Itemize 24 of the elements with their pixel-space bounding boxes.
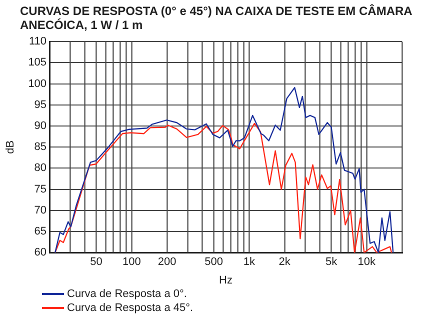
y-axis-title: dB xyxy=(4,140,17,154)
y-tick-label: 100 xyxy=(28,78,47,90)
chart-title: CURVAS DE RESPOSTA (0° e 45°) NA CAIXA DE TESTE EM CÂMARA ANECÓICA, 1 W / 1 m xyxy=(20,4,413,32)
y-tick-label: 75 xyxy=(34,183,47,196)
y-tick-label: 90 xyxy=(34,120,47,132)
y-tick-label: 85 xyxy=(34,141,47,154)
y-tick-label: 65 xyxy=(34,226,47,238)
x-tick-label: 10k xyxy=(358,256,376,268)
x-tick-label: 200 xyxy=(158,256,176,268)
x-tick-label: 50 xyxy=(90,256,102,268)
y-tick-label: 80 xyxy=(34,162,47,174)
legend-label: Curva de Resposta a 45°. xyxy=(67,302,194,314)
y-tick-label: 110 xyxy=(29,36,47,48)
x-tick-label: 5k xyxy=(325,256,338,268)
x-tick-label: 500 xyxy=(204,256,223,268)
x-tick-label: 1k xyxy=(243,256,256,268)
y-tick-label: 105 xyxy=(28,56,47,69)
x-axis-title: Hz xyxy=(219,274,233,286)
y-tick-label: 95 xyxy=(34,98,47,111)
y-tick-label: 70 xyxy=(34,204,47,216)
y-tick-label: 60 xyxy=(34,246,47,259)
x-tick-label: 2k xyxy=(278,256,291,268)
legend-label: Curva de Resposta a 0°. xyxy=(67,288,187,300)
x-tick-label: 100 xyxy=(122,256,141,268)
